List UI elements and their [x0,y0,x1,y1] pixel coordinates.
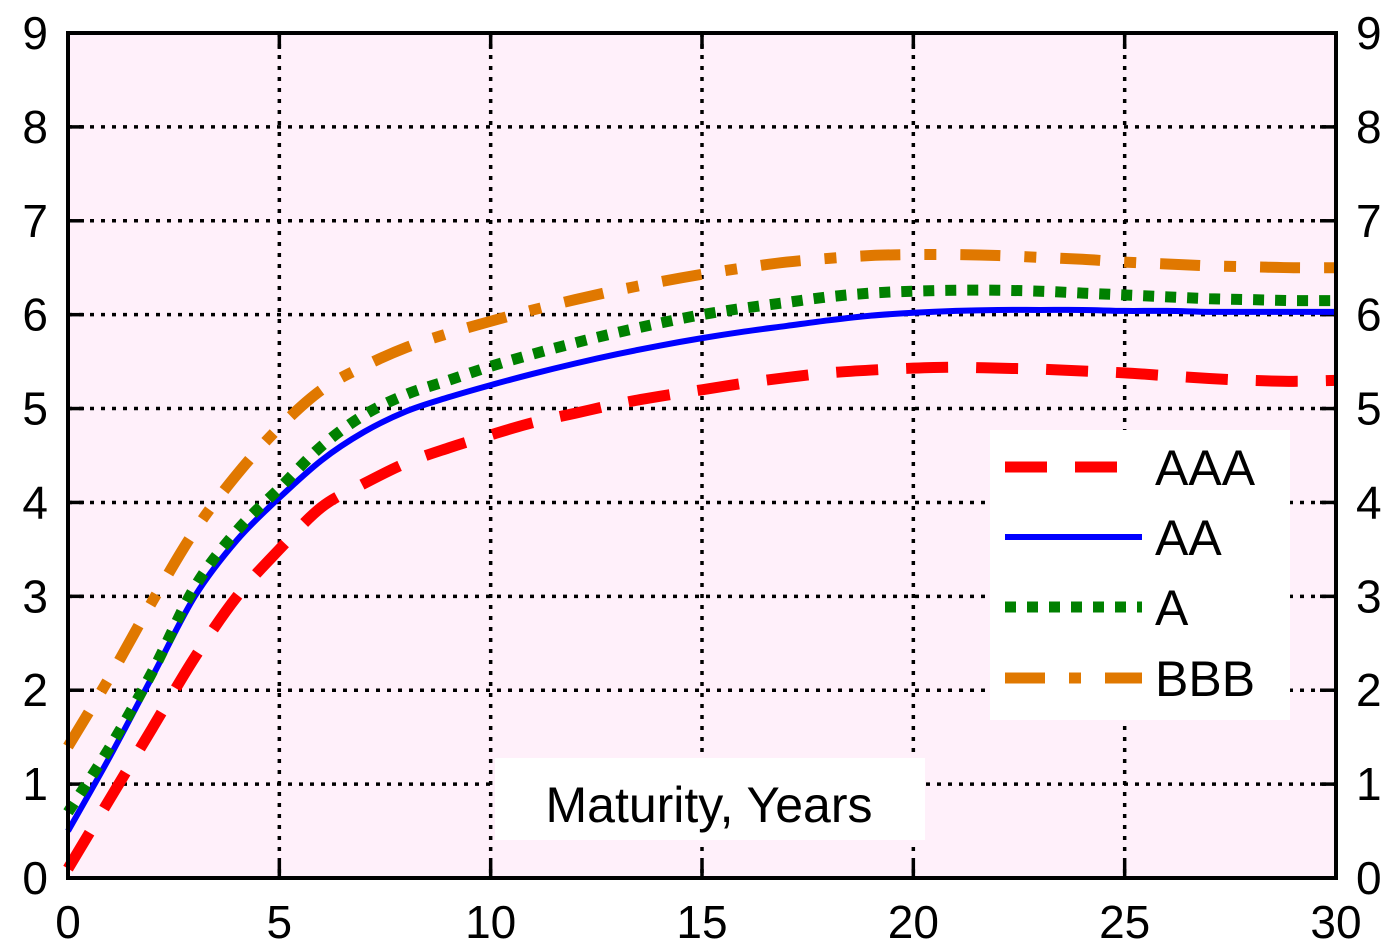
x-tick-label: 15 [676,896,727,948]
series-line-a [63,284,1337,816]
legend-label-bbb: BBB [1155,651,1255,707]
y-tick-label-left: 9 [22,7,48,59]
y-tick-label-right: 4 [1356,476,1382,528]
legend: AAA AA A BBB [990,430,1290,720]
series-line-aaa [63,361,1337,872]
data-series [63,248,1337,872]
x-tick-label: 30 [1310,896,1361,948]
y-tick-label-right: 6 [1356,289,1382,341]
y-tick-label-left: 4 [22,476,48,528]
x-tick-label: 5 [267,896,293,948]
y-tick-label-left: 2 [22,664,48,716]
y-tick-label-left: 1 [22,758,48,810]
x-tick-label: 25 [1099,896,1150,948]
y-tick-label-left: 6 [22,289,48,341]
y-tick-label-left: 7 [22,195,48,247]
y-tick-label-right: 0 [1356,852,1382,904]
legend-label-aa: AA [1155,510,1222,566]
y-tick-label-right: 9 [1356,7,1382,59]
y-tick-label-right: 7 [1356,195,1382,247]
y-tick-label-left: 3 [22,570,48,622]
plot-frame [66,31,1338,880]
x-tick-label: 0 [55,896,81,948]
y-tick-label-right: 5 [1356,383,1382,435]
grid-lines [68,33,1336,878]
legend-label-a: A [1155,580,1189,636]
legend-background [990,430,1290,720]
x-tick-label: 10 [465,896,516,948]
y-tick-label-right: 1 [1356,758,1382,810]
series-line-bbb [63,248,1337,750]
x-axis-label: Maturity, Years [545,777,872,833]
x-tick-label: 20 [888,896,939,948]
y-tick-label-right: 8 [1356,101,1382,153]
y-tick-label-right: 2 [1356,664,1382,716]
legend-label-aaa: AAA [1155,440,1256,496]
y-tick-label-left: 5 [22,383,48,435]
y-tick-label-left: 0 [22,852,48,904]
tick-labels: 0 5 10 15 20 25 300 01 12 23 34 45 56 67 78 89 9 [22,7,1381,948]
series-line-aa [65,306,1336,833]
y-tick-label-left: 8 [22,101,48,153]
xlabel-background [495,758,925,840]
y-tick-label-right: 3 [1356,570,1382,622]
